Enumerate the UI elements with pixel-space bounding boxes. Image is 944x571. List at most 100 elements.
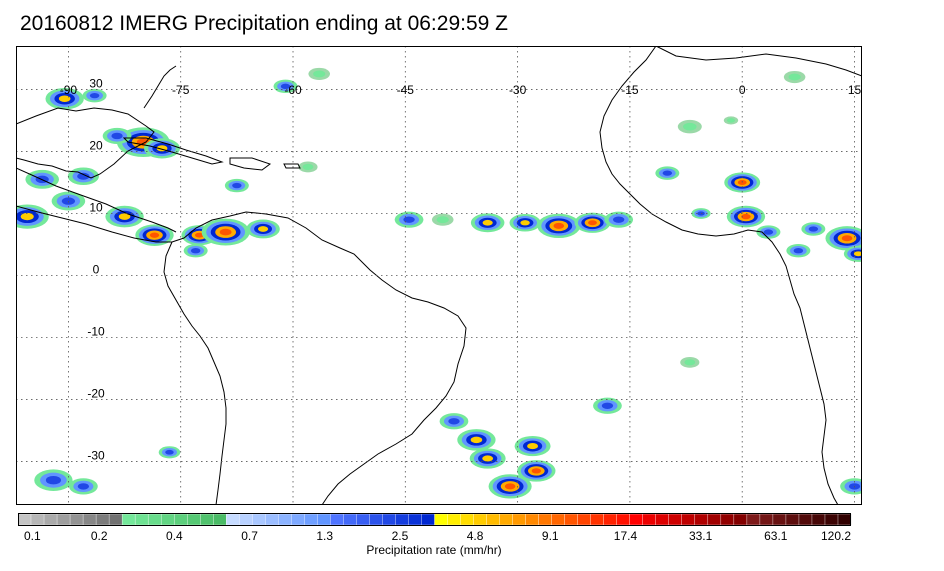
precipitation-contour xyxy=(808,226,819,232)
coastline-north-africa xyxy=(655,46,862,77)
precipitation-contour xyxy=(841,235,853,242)
colorbar-swatch xyxy=(343,513,357,526)
longitude-labels: -90 -75 -60 -45 -30 -15 0 15 xyxy=(60,83,862,97)
precipitation-cell xyxy=(308,67,330,80)
colorbar-swatch xyxy=(538,513,553,526)
map-background xyxy=(16,46,862,505)
colorbar-swatch xyxy=(694,513,709,526)
colorbar-swatch xyxy=(147,513,162,526)
longitude-tick-label: -15 xyxy=(621,83,639,97)
precipitation-contour xyxy=(684,359,696,366)
precipitation-cell xyxy=(537,213,581,239)
precipitation-cell xyxy=(677,119,702,134)
precipitation-contour xyxy=(165,449,174,455)
longitude-tick-label: -45 xyxy=(397,83,415,97)
coastline-south-america xyxy=(171,211,467,505)
precipitation-cell xyxy=(801,222,826,236)
colorbar-swatch xyxy=(746,513,761,526)
precipitation-cell xyxy=(144,138,180,159)
precipitation-contour xyxy=(520,220,530,226)
colorbar-swatch xyxy=(213,513,227,526)
colorbar-swatch xyxy=(434,513,449,526)
colorbar-swatch xyxy=(590,513,605,526)
colorbar-swatch xyxy=(43,513,58,526)
precipitation-contour xyxy=(793,248,804,254)
colorbar-swatch xyxy=(564,513,579,526)
coastline-central-america-pacific xyxy=(16,205,172,243)
colorbar-swatch xyxy=(655,513,670,526)
colorbar-swatch xyxy=(551,513,566,526)
precipitation-cell xyxy=(135,224,174,246)
colorbar-swatch xyxy=(473,513,488,526)
precipitation-cell xyxy=(102,127,132,145)
colorbar-swatch xyxy=(278,513,292,526)
precipitation-contour xyxy=(662,170,673,176)
colorbar-swatches xyxy=(17,513,852,526)
latitude-tick-label: 30 xyxy=(89,76,103,90)
precipitation-contour xyxy=(601,402,614,409)
precipitation-contour xyxy=(190,248,201,254)
precipitation-contour xyxy=(726,118,736,123)
colorbar-tick-label: 63.1 xyxy=(764,529,788,543)
latitude-tick-label: 10 xyxy=(89,200,103,214)
colorbar-tick-label: 0.1 xyxy=(24,529,41,543)
colorbar-swatch xyxy=(200,513,214,526)
colorbar-swatch xyxy=(668,513,683,526)
colorbar-tick-label: 17.4 xyxy=(614,529,638,543)
colorbar-labels: 0.1 0.2 0.4 0.7 1.3 2.5 4.8 9.1 17.4 33.1 63.1 120.… xyxy=(24,529,851,543)
precipitation-cell xyxy=(183,243,208,258)
colorbar-swatch xyxy=(642,513,657,526)
precipitation-contour xyxy=(527,443,539,450)
colorbar-swatch xyxy=(798,513,813,526)
colorbar-swatch xyxy=(603,513,618,526)
precipitation-contour xyxy=(448,418,460,425)
precipitation-cell xyxy=(825,226,862,251)
precipitation-cell xyxy=(514,435,551,457)
colorbar-swatch xyxy=(226,513,240,526)
precipitation-cell xyxy=(488,474,532,499)
colorbar-swatch xyxy=(824,513,839,526)
precipitation-cell xyxy=(723,116,739,125)
colorbar-swatch xyxy=(733,513,748,526)
precipitation-cell xyxy=(394,211,424,228)
colorbar-swatch xyxy=(486,513,501,526)
colorbar-swatch xyxy=(252,513,266,526)
precipitation-contour xyxy=(763,229,774,235)
longitude-tick-label: 0 xyxy=(739,83,746,97)
colorbar-swatch xyxy=(629,513,644,526)
precipitation-contour xyxy=(77,172,90,180)
latitude-tick-label: -20 xyxy=(87,387,105,401)
colorbar-border xyxy=(18,513,851,526)
precipitation-contour xyxy=(853,251,862,257)
precipitation-contour xyxy=(219,228,232,236)
latitude-tick-label: 0 xyxy=(93,263,100,277)
latitude-tick-label: 20 xyxy=(89,138,103,152)
colorbar-swatch xyxy=(239,513,253,526)
precipitation-contour xyxy=(302,163,314,170)
latitude-labels: 30 20 10 0 -10 -20 -30 xyxy=(87,76,105,462)
colorbar-swatch xyxy=(304,513,318,526)
colorbar-swatch xyxy=(421,513,436,526)
precipitation-contour xyxy=(482,455,494,462)
precipitation-cell xyxy=(439,413,469,430)
colorbar-tick-label: 1.3 xyxy=(316,529,333,543)
precipitation-cell xyxy=(457,429,496,451)
precipitation-cell xyxy=(34,469,73,491)
precipitation-contour xyxy=(232,182,242,189)
precipitation-contour xyxy=(741,213,751,220)
colorbar-swatch xyxy=(317,513,331,526)
longitude-tick-label: -30 xyxy=(509,83,527,97)
precipitation-cell xyxy=(82,88,107,103)
colorbar-tick-label: 4.8 xyxy=(467,529,484,543)
precipitation-contour xyxy=(482,219,493,226)
precipitation-cell xyxy=(517,460,556,482)
map-title: 20160812 IMERG Precipitation ending at 0… xyxy=(20,12,508,35)
colorbar-swatch xyxy=(108,513,123,526)
precipitation-contour xyxy=(45,475,61,485)
coastline-south-america-west xyxy=(163,241,227,505)
precipitation-cell xyxy=(105,205,144,228)
colorbar-swatch xyxy=(369,513,383,526)
precipitation-contour xyxy=(403,216,415,223)
colorbar-swatch xyxy=(499,513,514,526)
coastline-hispaniola xyxy=(229,157,272,171)
